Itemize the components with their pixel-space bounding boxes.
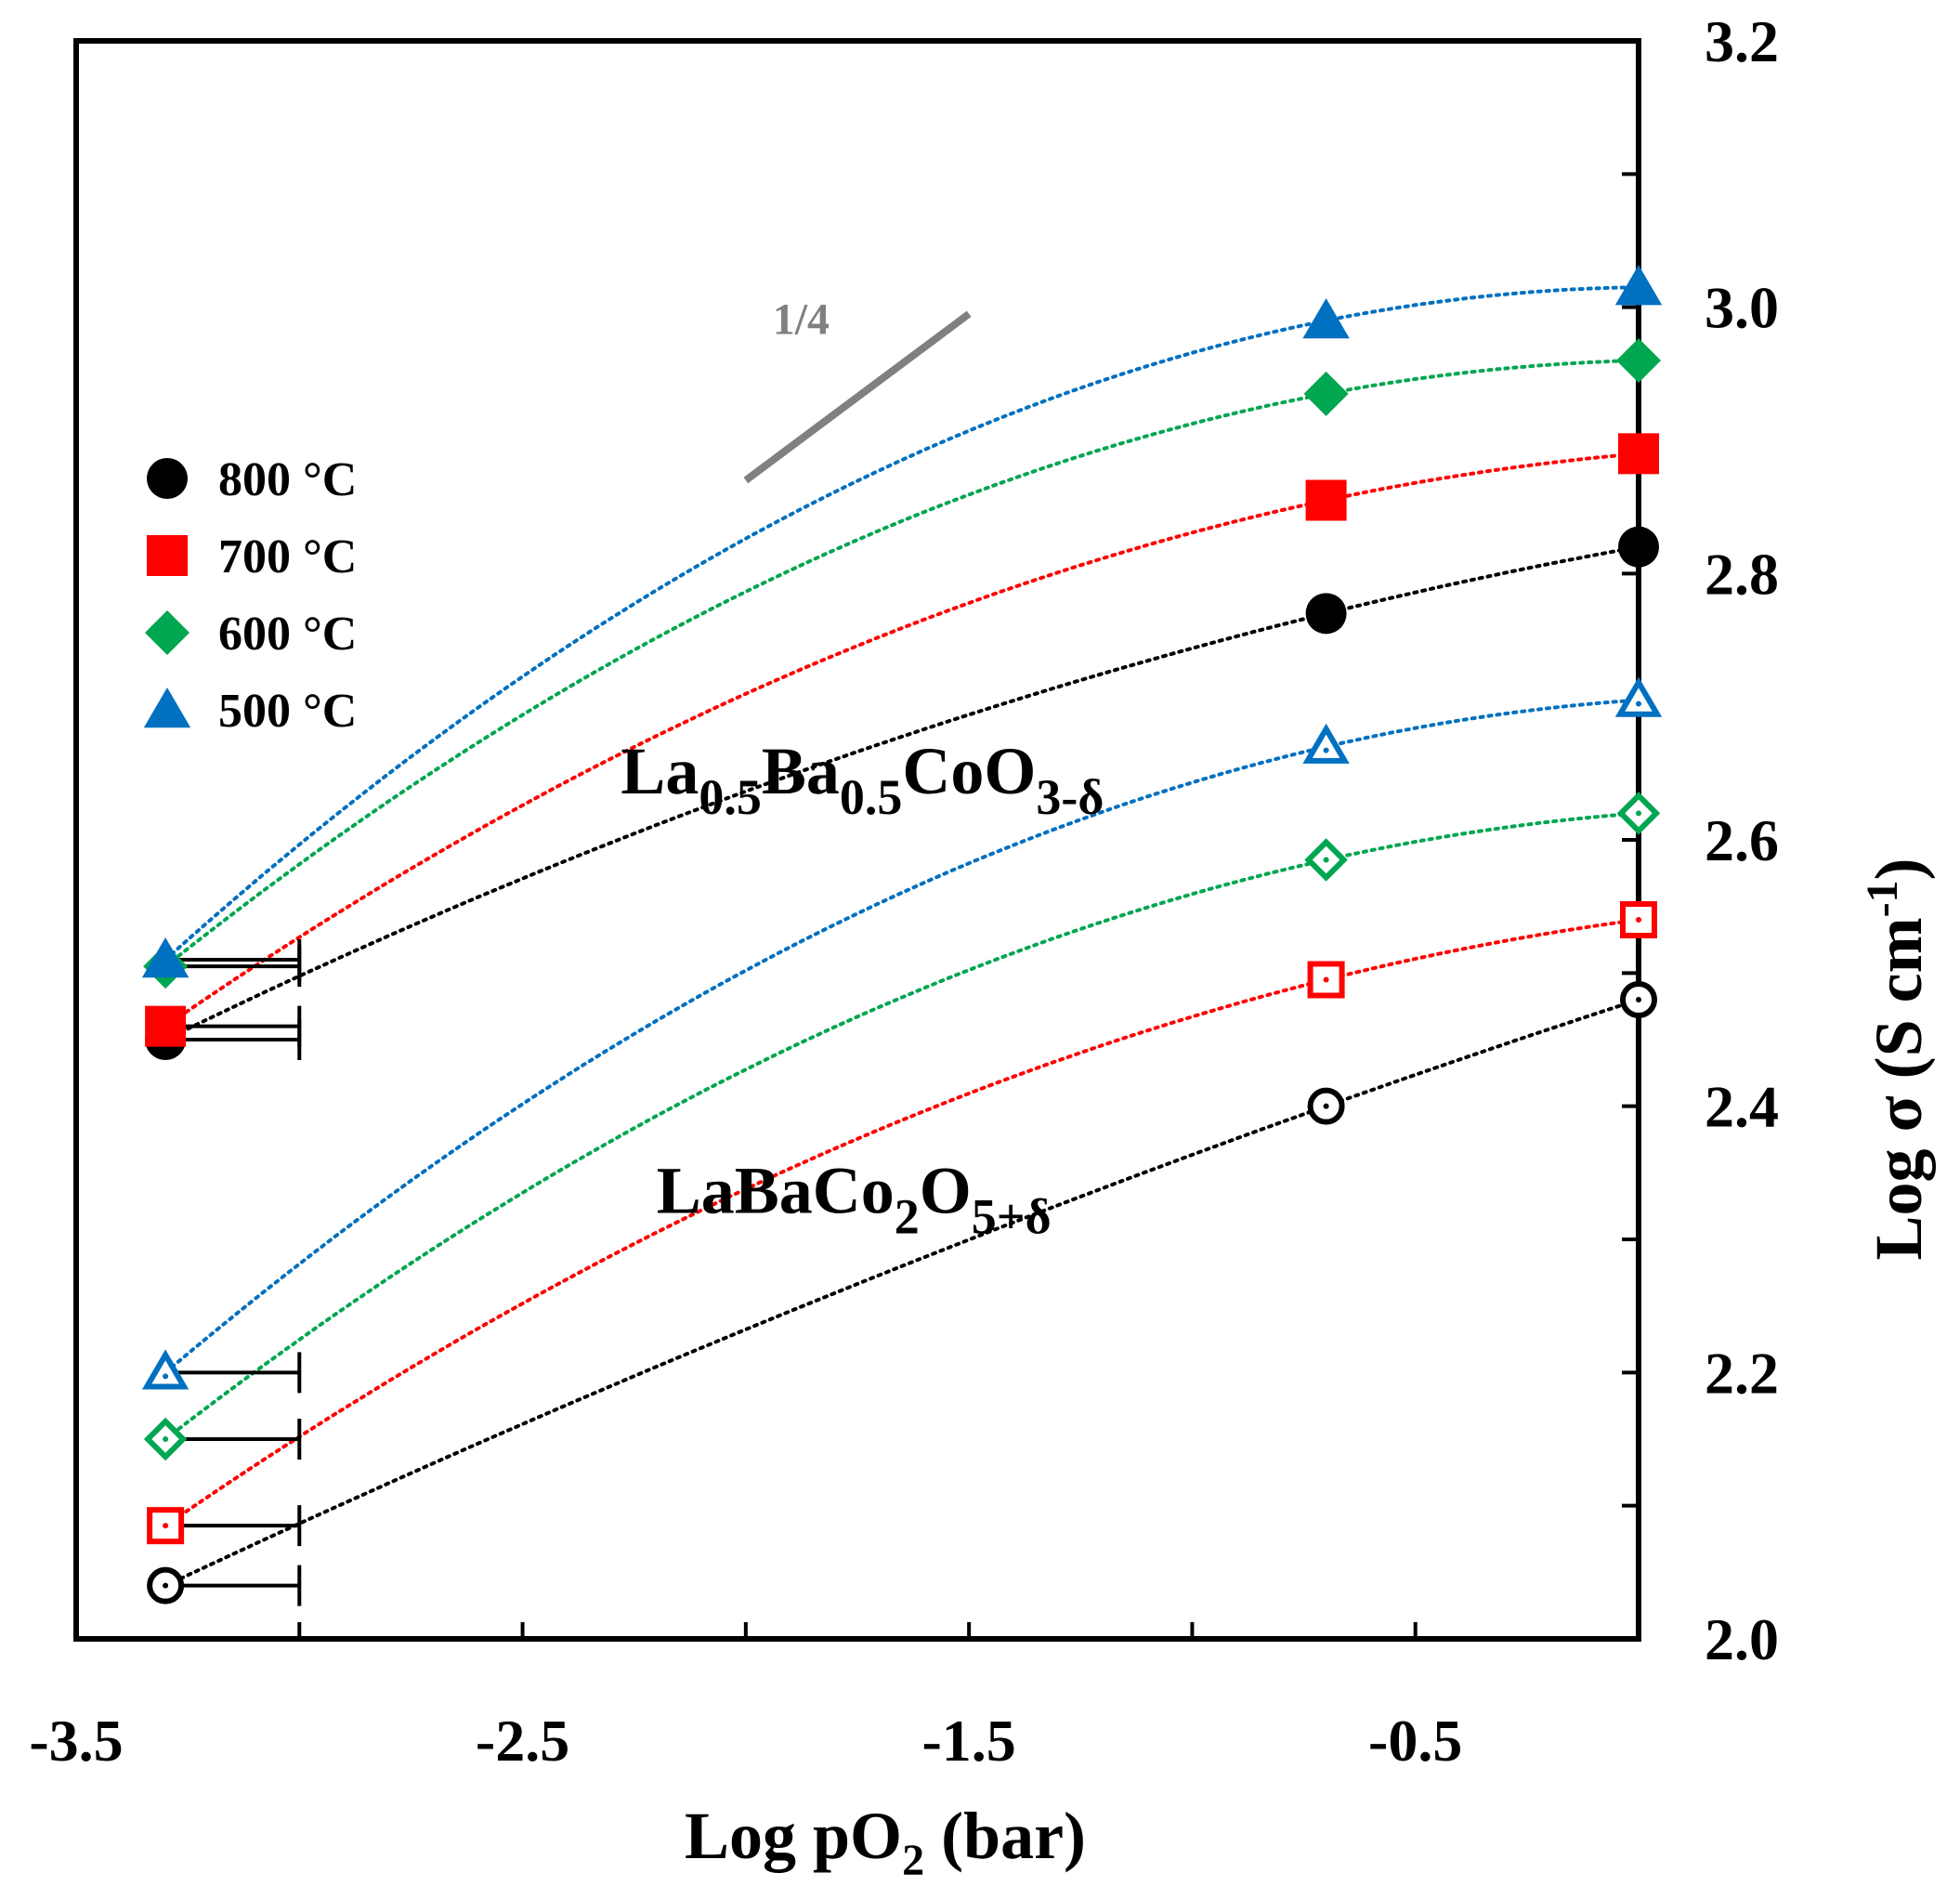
y-tick-label: 2.0 (1705, 1606, 1779, 1672)
subscript: 0.5 (699, 769, 762, 825)
error-bar (165, 939, 302, 980)
legend-label: 800 °C (218, 453, 357, 506)
diamond-point (1303, 371, 1349, 416)
formula-text: Ba (762, 734, 840, 808)
legend-circle-icon (147, 458, 188, 499)
triangle-point (1302, 723, 1350, 764)
formula-text: O (920, 1153, 972, 1227)
y-axis-title-sup: -1 (1858, 880, 1907, 917)
y-tick-label: 2.8 (1705, 541, 1779, 607)
marker-center-dot (163, 1373, 169, 1380)
square-point (145, 1005, 187, 1047)
x-tick-label: -1.5 (921, 1708, 1015, 1774)
y-tick-label: 2.4 (1705, 1074, 1779, 1140)
y-axis-title-main: Log σ (S cm (1862, 917, 1936, 1260)
x-tick-label: -2.5 (476, 1708, 569, 1774)
marker-center-dot (1323, 747, 1329, 753)
error-bar (165, 1005, 302, 1047)
y-tick-labels: 2.0 2.2 2.4 2.6 2.8 3.0 3.2 (1705, 8, 1779, 1672)
material-label-la05: La0.5Ba0.5CoO3-δ (621, 734, 1104, 825)
triangle-point (141, 937, 189, 978)
x-tick-label: -3.5 (29, 1708, 123, 1774)
circle-point (1618, 526, 1659, 568)
fit-curve (163, 285, 1640, 962)
y-tick-label: 2.6 (1705, 807, 1779, 873)
x-axis-title: Log pO2 (bar) (685, 1799, 1086, 1885)
square-point (1618, 433, 1659, 475)
x-tick-labels: -3.5 -2.5 -1.5 -0.5 (29, 1708, 1462, 1774)
x-axis-title-main: Log pO (685, 1799, 902, 1873)
formula-text: LaBaCo (657, 1153, 895, 1227)
material-label-labaco: LaBaCo2O5+δ (657, 1153, 1052, 1244)
slope-line (743, 310, 972, 484)
legend-item: 700 °C (147, 530, 357, 583)
marker-center-dot (163, 1582, 169, 1589)
square-point (1305, 479, 1347, 521)
x-axis-title-sub: 2 (902, 1836, 924, 1885)
y-tick-label: 2.2 (1705, 1340, 1779, 1406)
marker-center-dot (1636, 997, 1641, 1002)
triangle-point (1614, 265, 1663, 306)
error-bars (165, 939, 302, 1606)
y-axis-title: Log σ (S cm-1) (1858, 858, 1936, 1260)
data-markers (141, 265, 1663, 1604)
marker-center-dot (1323, 976, 1329, 983)
fit-curve (163, 811, 1640, 1441)
y-tick-label: 3.0 (1705, 275, 1779, 341)
marker-center-dot (1636, 917, 1641, 923)
legend-item: 800 °C (147, 453, 357, 506)
legend-item: 600 °C (145, 608, 357, 661)
marker-center-dot (1323, 1103, 1329, 1109)
y-axis-title-tail: ) (1862, 858, 1936, 880)
circle-point (1305, 593, 1347, 635)
subscript: 5+δ (972, 1188, 1052, 1244)
formula-text: La (621, 734, 699, 808)
triangle-point (141, 1349, 189, 1390)
diamond-point (1616, 338, 1661, 383)
error-bar (165, 1352, 302, 1394)
legend-label: 500 °C (218, 685, 357, 738)
legend-diamond-icon (145, 610, 189, 655)
axis-ticks (74, 39, 1640, 1641)
fit-curve (163, 544, 1640, 1041)
legend-label: 700 °C (218, 530, 357, 583)
triangle-point (1302, 298, 1350, 339)
fit-curve (163, 359, 1640, 969)
subscript: 3-δ (1036, 769, 1104, 825)
marker-center-dot (163, 1436, 169, 1442)
marker-center-dot (1323, 857, 1329, 863)
x-tick-label: -0.5 (1368, 1708, 1462, 1774)
marker-center-dot (1636, 810, 1641, 817)
legend-triangle-icon (143, 688, 191, 728)
error-bar (165, 1505, 302, 1547)
subscript: 2 (895, 1188, 920, 1244)
slope-indicator: 1/4 (743, 295, 972, 484)
marker-center-dot (1636, 701, 1641, 707)
formula-text: CoO (902, 734, 1036, 808)
marker-center-dot (163, 1523, 169, 1529)
fit-curve (163, 918, 1640, 1528)
legend-label: 600 °C (218, 608, 357, 661)
legend: 800 °C 700 °C 600 °C 500 °C (143, 453, 357, 738)
y-tick-label: 3.2 (1705, 8, 1779, 74)
error-bar (165, 1419, 302, 1460)
legend-item: 500 °C (143, 685, 357, 738)
error-bar (165, 1565, 302, 1606)
triangle-point (1614, 676, 1663, 717)
x-axis-title-tail: (bar) (924, 1799, 1086, 1873)
fit-curves (163, 285, 1640, 1588)
subscript: 0.5 (840, 769, 903, 825)
fit-curve (163, 452, 1640, 1028)
fit-curve (163, 998, 1640, 1588)
fit-curve (163, 698, 1640, 1375)
legend-square-icon (147, 535, 188, 576)
plot-frame (73, 38, 1641, 1642)
slope-label: 1/4 (773, 295, 830, 344)
